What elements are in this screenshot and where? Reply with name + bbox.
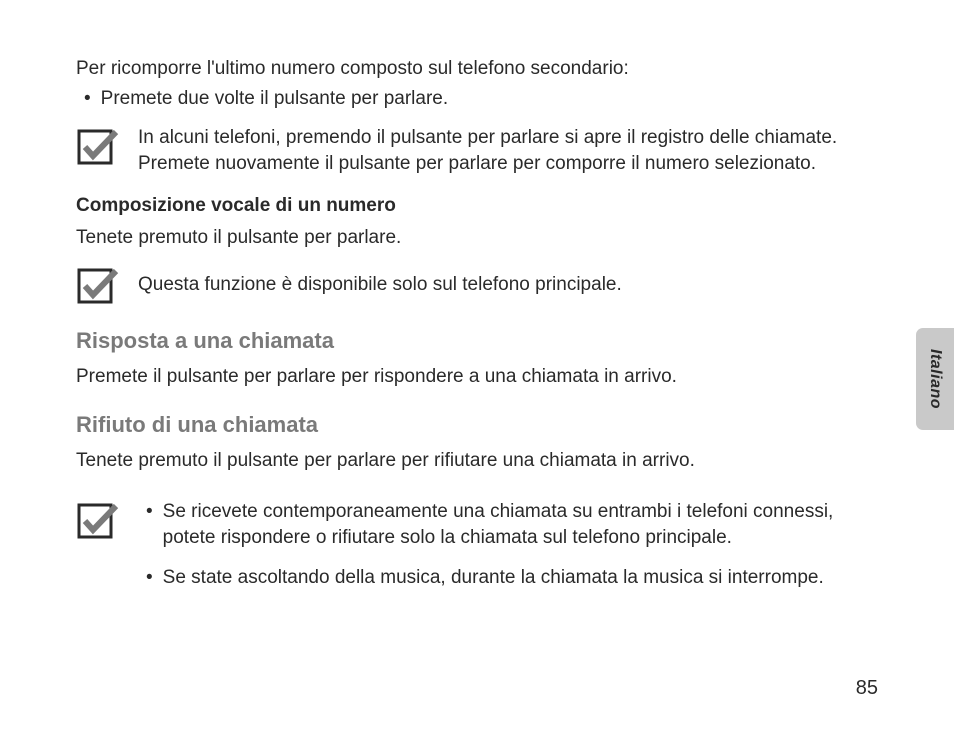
note-3-bullet-1: • Se ricevete contemporaneamente una chi… — [138, 499, 878, 550]
section-1-text: Premete il pulsante per parlare per risp… — [76, 364, 878, 390]
sub-heading: Composizione vocale di un numero — [76, 195, 878, 217]
page-number: 85 — [856, 677, 878, 700]
section-1-heading: Risposta a una chiamata — [76, 328, 878, 354]
note-1-text: In alcuni telefoni, premendo il pulsante… — [138, 125, 878, 176]
sub-text: Tenete premuto il pulsante per parlare. — [76, 225, 878, 251]
note-1: In alcuni telefoni, premendo il pulsante… — [76, 125, 878, 176]
note-3: • Se ricevete contemporaneamente una chi… — [76, 499, 878, 604]
note-3-list: • Se ricevete contemporaneamente una chi… — [138, 499, 878, 604]
section-2-heading: Rifiuto di una chiamata — [76, 412, 878, 438]
note-2: Questa funzione è disponibile solo sul t… — [76, 264, 878, 306]
note-3-bullet-2: • Se state ascoltando della musica, dura… — [138, 565, 878, 591]
note-3-b1-text: Se ricevete contemporaneamente una chiam… — [163, 499, 878, 550]
page-container: Per ricomporre l'ultimo numero composto … — [0, 0, 954, 742]
intro-text: Per ricomporre l'ultimo numero composto … — [76, 56, 878, 82]
language-tab: Italiano — [916, 328, 954, 430]
bullet-dot: • — [146, 565, 153, 591]
intro-bullet-row: • Premete due volte il pulsante per parl… — [76, 86, 878, 112]
bullet-dot: • — [146, 499, 153, 525]
note-2-text: Questa funzione è disponibile solo sul t… — [138, 264, 878, 298]
section-2-text: Tenete premuto il pulsante per parlare p… — [76, 448, 878, 474]
checkbox-icon — [76, 127, 120, 167]
bullet-dot: • — [84, 86, 91, 112]
language-tab-label: Italiano — [926, 349, 944, 409]
intro-bullet-text: Premete due volte il pulsante per parlar… — [101, 86, 878, 112]
checkbox-icon — [76, 501, 120, 541]
note-3-b2-text: Se state ascoltando della musica, durant… — [163, 565, 878, 591]
checkbox-icon — [76, 266, 120, 306]
